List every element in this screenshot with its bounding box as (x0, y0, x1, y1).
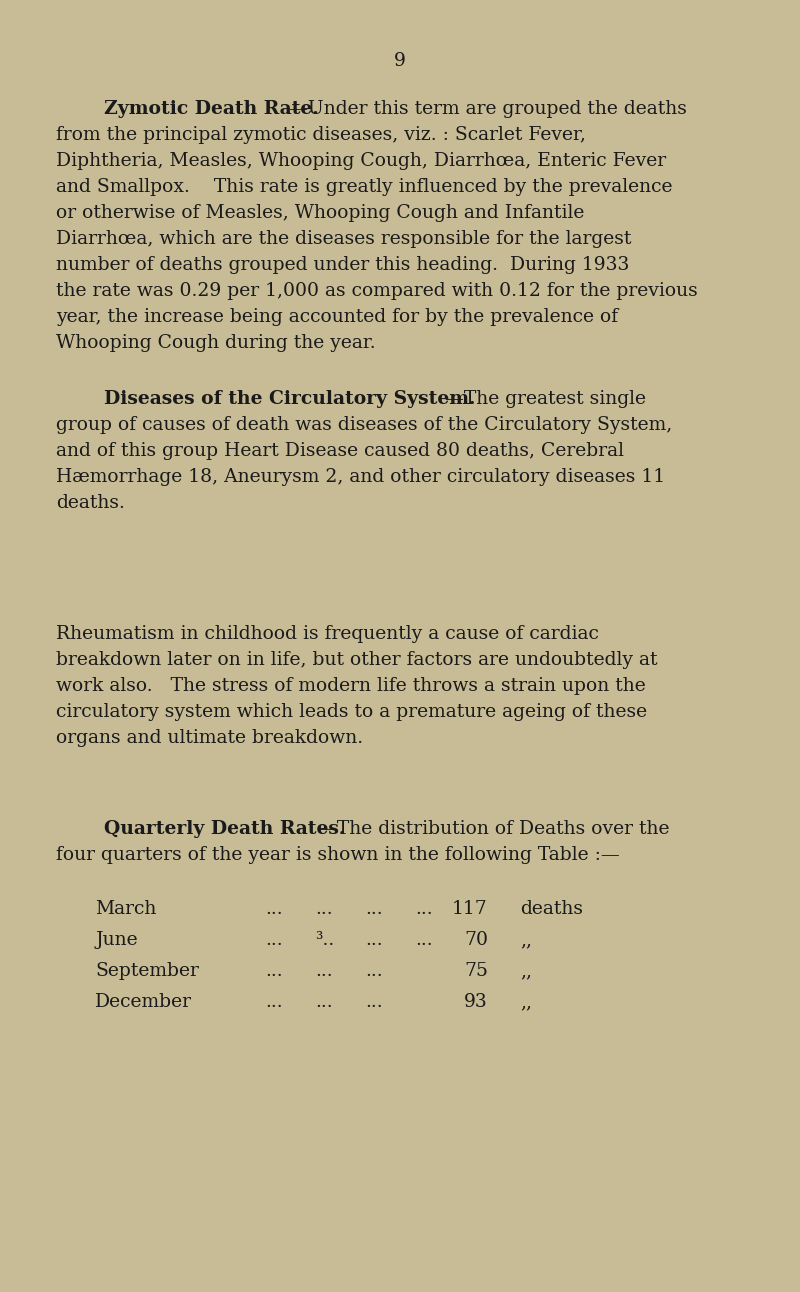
Text: 75: 75 (464, 963, 488, 981)
Text: ...: ... (365, 963, 382, 981)
Text: ...: ... (415, 901, 433, 919)
Text: from the principal zymotic diseases, viz. : Scarlet Fever,: from the principal zymotic diseases, viz… (56, 127, 586, 143)
Text: ,,: ,, (520, 963, 532, 981)
Text: Quarterly Death Rates.: Quarterly Death Rates. (104, 820, 346, 839)
Text: ...: ... (365, 901, 382, 919)
Text: December: December (95, 994, 192, 1012)
Text: Hæmorrhage 18, Aneurysm 2, and other circulatory diseases 11: Hæmorrhage 18, Aneurysm 2, and other cir… (56, 468, 665, 486)
Text: or otherwise of Measles, Whooping Cough and Infantile: or otherwise of Measles, Whooping Cough … (56, 204, 584, 222)
Text: ...: ... (315, 994, 333, 1012)
Text: ³..: ³.. (315, 932, 334, 950)
Text: 93: 93 (464, 994, 488, 1012)
Text: ...: ... (315, 901, 333, 919)
Text: number of deaths grouped under this heading.  During 1933: number of deaths grouped under this head… (56, 256, 630, 274)
Text: March: March (95, 901, 156, 919)
Text: ...: ... (365, 994, 382, 1012)
Text: 117: 117 (452, 901, 488, 919)
Text: September: September (95, 963, 199, 981)
Text: ,,: ,, (520, 994, 532, 1012)
Text: four quarters of the year is shown in the following Table :—: four quarters of the year is shown in th… (56, 846, 620, 864)
Text: circulatory system which leads to a premature ageing of these: circulatory system which leads to a prem… (56, 703, 647, 721)
Text: organs and ultimate breakdown.: organs and ultimate breakdown. (56, 729, 363, 747)
Text: ...: ... (265, 963, 282, 981)
Text: ,,: ,, (520, 932, 532, 950)
Text: 70: 70 (464, 932, 488, 950)
Text: ...: ... (265, 994, 282, 1012)
Text: June: June (95, 932, 138, 950)
Text: ...: ... (415, 932, 433, 950)
Text: and of this group Heart Disease caused 80 deaths, Cerebral: and of this group Heart Disease caused 8… (56, 442, 624, 460)
Text: deaths.: deaths. (56, 494, 125, 512)
Text: ...: ... (265, 932, 282, 950)
Text: and Smallpox.    This rate is greatly influenced by the prevalence: and Smallpox. This rate is greatly influ… (56, 178, 673, 196)
Text: group of causes of death was diseases of the Circulatory System,: group of causes of death was diseases of… (56, 416, 672, 434)
Text: 9: 9 (394, 52, 406, 70)
Text: work also.   The stress of modern life throws a strain upon the: work also. The stress of modern life thr… (56, 677, 646, 695)
Text: Zymotic Death Rate.: Zymotic Death Rate. (104, 99, 318, 118)
Text: ...: ... (265, 901, 282, 919)
Text: the rate was 0.29 per 1,000 as compared with 0.12 for the previous: the rate was 0.29 per 1,000 as compared … (56, 282, 698, 300)
Text: ...: ... (315, 963, 333, 981)
Text: —Under this term are grouped the deaths: —Under this term are grouped the deaths (290, 99, 687, 118)
Text: Whooping Cough during the year.: Whooping Cough during the year. (56, 335, 376, 351)
Text: Diarrhœa, which are the diseases responsible for the largest: Diarrhœa, which are the diseases respons… (56, 230, 631, 248)
Text: Rheumatism in childhood is frequently a cause of cardiac: Rheumatism in childhood is frequently a … (56, 625, 599, 643)
Text: Diseases of the Circulatory System.: Diseases of the Circulatory System. (104, 390, 475, 408)
Text: —The distribution of Deaths over the: —The distribution of Deaths over the (318, 820, 670, 839)
Text: year, the increase being accounted for by the prevalence of: year, the increase being accounted for b… (56, 307, 618, 326)
Text: breakdown later on in life, but other factors are undoubtedly at: breakdown later on in life, but other fa… (56, 651, 658, 669)
Text: —The greatest single: —The greatest single (446, 390, 646, 408)
Text: deaths: deaths (520, 901, 583, 919)
Text: ...: ... (365, 932, 382, 950)
Text: Diphtheria, Measles, Whooping Cough, Diarrhœa, Enteric Fever: Diphtheria, Measles, Whooping Cough, Dia… (56, 152, 666, 171)
